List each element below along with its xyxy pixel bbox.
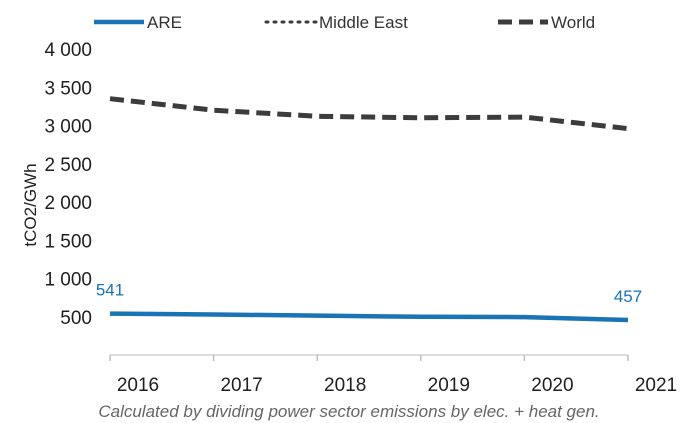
chart-footnote: Calculated by dividing power sector emis… (98, 402, 600, 421)
y-tick-label-2500: 2 500 (44, 155, 92, 176)
x-tick-label-2019: 2019 (428, 375, 470, 396)
legend-label-are: ARE (147, 13, 182, 32)
y-tick-label-4000: 4 000 (44, 40, 92, 61)
data-label-are-2016: 541 (96, 281, 124, 300)
legend-label-middle-east: Middle East (319, 13, 408, 32)
y-tick-label-3000: 3 000 (44, 117, 92, 138)
series-line-are (109, 311, 629, 323)
y-tick-label-500: 500 (60, 308, 92, 329)
x-tick-label-2020: 2020 (531, 375, 573, 396)
y-tick-label-2000: 2 000 (44, 193, 92, 214)
y-tick-label-1000: 1 000 (44, 270, 92, 291)
x-tick-label-2018: 2018 (324, 375, 366, 396)
y-tick-label-3500: 3 500 (44, 78, 92, 99)
data-label-are-2021: 457 (614, 287, 642, 306)
legend-label-world: World (551, 13, 595, 32)
x-tick-label-2016: 2016 (117, 375, 159, 396)
series-line-world (109, 96, 629, 132)
y-axis-title: tCO2/GWh (21, 163, 40, 246)
x-tick-label-2021: 2021 (635, 375, 677, 396)
y-tick-label-1500: 1 500 (44, 231, 92, 252)
x-tick-label-2017: 2017 (220, 375, 262, 396)
